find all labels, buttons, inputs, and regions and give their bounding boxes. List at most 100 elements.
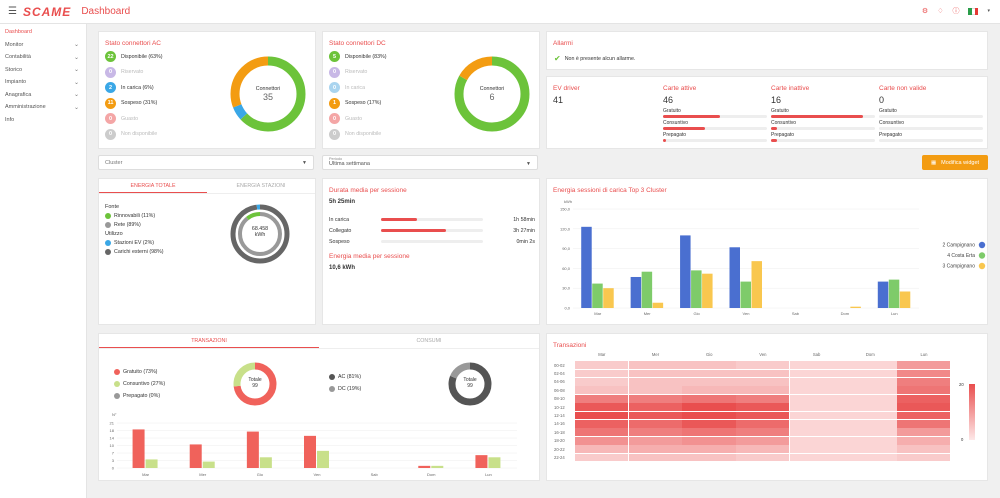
heatmap-cell[interactable] xyxy=(843,386,897,395)
heatmap-cell[interactable] xyxy=(682,428,736,437)
heatmap-cell[interactable] xyxy=(682,394,736,403)
heatmap-cell[interactable] xyxy=(736,403,790,412)
heatmap-cell[interactable] xyxy=(682,420,736,428)
heatmap-cell[interactable] xyxy=(789,436,844,445)
heatmap-cell[interactable] xyxy=(682,403,736,412)
heatmap-cell[interactable] xyxy=(736,436,790,445)
heatmap-cell[interactable] xyxy=(897,369,951,378)
heatmap-cell[interactable] xyxy=(897,378,951,386)
menu-icon[interactable]: ☰ xyxy=(8,6,17,17)
heatmap-cell[interactable] xyxy=(682,453,736,462)
heatmap-cell[interactable] xyxy=(897,436,951,445)
italy-flag-icon[interactable] xyxy=(968,7,979,15)
heatmap-cell[interactable] xyxy=(789,428,844,437)
heatmap-cell[interactable] xyxy=(789,403,844,412)
heatmap-cell[interactable] xyxy=(789,378,844,386)
heatmap-cell[interactable] xyxy=(789,369,844,378)
cluster-select[interactable]: Cluster ▼ xyxy=(98,155,314,170)
heatmap-cell[interactable] xyxy=(843,411,897,420)
tab-transazioni[interactable]: TRANSAZIONI xyxy=(99,334,319,348)
heatmap-cell[interactable] xyxy=(575,378,629,386)
heatmap-cell[interactable] xyxy=(897,453,951,462)
heatmap-cell[interactable] xyxy=(843,428,897,437)
heatmap-cell[interactable] xyxy=(736,428,790,437)
heatmap-cell[interactable] xyxy=(575,428,629,437)
heatmap-cell[interactable] xyxy=(628,436,682,445)
heatmap-cell[interactable] xyxy=(628,445,682,453)
heatmap-cell[interactable] xyxy=(628,386,682,395)
period-select[interactable]: Periodo Ultima settimana ▼ xyxy=(322,155,538,170)
heatmap-cell[interactable] xyxy=(897,420,951,428)
tab-energia-stazioni[interactable]: ENERGIA STAZIONI xyxy=(236,183,286,189)
sidebar-item-monitor[interactable]: Monitor ⌄ xyxy=(0,39,86,52)
heatmap-cell[interactable] xyxy=(789,453,844,462)
heatmap-cell[interactable] xyxy=(789,445,844,453)
heatmap-cell[interactable] xyxy=(897,445,951,453)
heatmap-cell[interactable] xyxy=(575,436,629,445)
sidebar-item-impianto[interactable]: Impianto ⌄ xyxy=(0,76,86,89)
heatmap-cell[interactable] xyxy=(897,411,951,420)
heatmap-cell[interactable] xyxy=(682,436,736,445)
heatmap-cell[interactable] xyxy=(682,361,736,370)
heatmap-cell[interactable] xyxy=(628,453,682,462)
heatmap-cell[interactable] xyxy=(575,445,629,453)
heatmap-cell[interactable] xyxy=(789,411,844,420)
heatmap-cell[interactable] xyxy=(682,386,736,395)
heatmap-cell[interactable] xyxy=(736,378,790,386)
heatmap-cell[interactable] xyxy=(843,369,897,378)
heatmap-cell[interactable] xyxy=(736,411,790,420)
heatmap-cell[interactable] xyxy=(628,403,682,412)
sidebar-item-storico[interactable]: Storico ⌄ xyxy=(0,64,86,77)
heatmap-cell[interactable] xyxy=(897,394,951,403)
sidebar-item-amministrazione[interactable]: Amministrazione ⌄ xyxy=(0,101,86,114)
heatmap-cell[interactable] xyxy=(736,369,790,378)
heatmap-cell[interactable] xyxy=(682,378,736,386)
heatmap-cell[interactable] xyxy=(575,411,629,420)
sidebar-item-contabilit[interactable]: Contabilità ⌄ xyxy=(0,51,86,64)
heatmap-cell[interactable] xyxy=(682,369,736,378)
heatmap-cell[interactable] xyxy=(897,428,951,437)
sidebar-item-info[interactable]: Info xyxy=(0,114,86,127)
heatmap-cell[interactable] xyxy=(843,361,897,370)
chevron-down-icon[interactable]: ▾ xyxy=(987,8,990,14)
heatmap-cell[interactable] xyxy=(789,394,844,403)
heatmap-cell[interactable] xyxy=(575,453,629,462)
heatmap-cell[interactable] xyxy=(843,445,897,453)
heatmap-cell[interactable] xyxy=(789,361,844,370)
heatmap-cell[interactable] xyxy=(575,386,629,395)
heatmap-cell[interactable] xyxy=(897,403,951,412)
heatmap-cell[interactable] xyxy=(575,394,629,403)
heatmap-cell[interactable] xyxy=(628,378,682,386)
heatmap-cell[interactable] xyxy=(575,369,629,378)
heatmap-cell[interactable] xyxy=(736,386,790,395)
heatmap-cell[interactable] xyxy=(789,386,844,395)
heatmap-cell[interactable] xyxy=(736,394,790,403)
heatmap-cell[interactable] xyxy=(897,386,951,395)
heatmap-cell[interactable] xyxy=(789,420,844,428)
heatmap-cell[interactable] xyxy=(843,394,897,403)
modify-widget-button[interactable]: ▦ Modifica widget xyxy=(922,155,988,170)
help-icon[interactable]: ⓘ xyxy=(952,8,960,15)
heatmap-cell[interactable] xyxy=(575,361,629,370)
heatmap-cell[interactable] xyxy=(843,420,897,428)
heatmap-cell[interactable] xyxy=(843,403,897,412)
bell-icon[interactable]: ♢ xyxy=(937,8,944,15)
heatmap-cell[interactable] xyxy=(843,453,897,462)
heatmap-cell[interactable] xyxy=(628,369,682,378)
heatmap-cell[interactable] xyxy=(736,361,790,370)
tab-energia-totale[interactable]: ENERGIA TOTALE xyxy=(99,179,207,193)
heatmap-cell[interactable] xyxy=(736,420,790,428)
sidebar-item-dashboard[interactable]: Dashboard xyxy=(0,26,86,39)
heatmap-cell[interactable] xyxy=(628,411,682,420)
tab-consumi[interactable]: CONSUMI xyxy=(416,338,442,344)
heatmap-cell[interactable] xyxy=(628,394,682,403)
sidebar-item-anagrafica[interactable]: Anagrafica ⌄ xyxy=(0,89,86,102)
gear-icon[interactable]: ⚙ xyxy=(921,8,929,15)
heatmap-cell[interactable] xyxy=(897,361,951,370)
heatmap-cell[interactable] xyxy=(843,378,897,386)
heatmap-cell[interactable] xyxy=(736,453,790,462)
heatmap-cell[interactable] xyxy=(575,403,629,412)
heatmap-cell[interactable] xyxy=(628,361,682,370)
heatmap-cell[interactable] xyxy=(682,445,736,453)
heatmap-cell[interactable] xyxy=(575,420,629,428)
